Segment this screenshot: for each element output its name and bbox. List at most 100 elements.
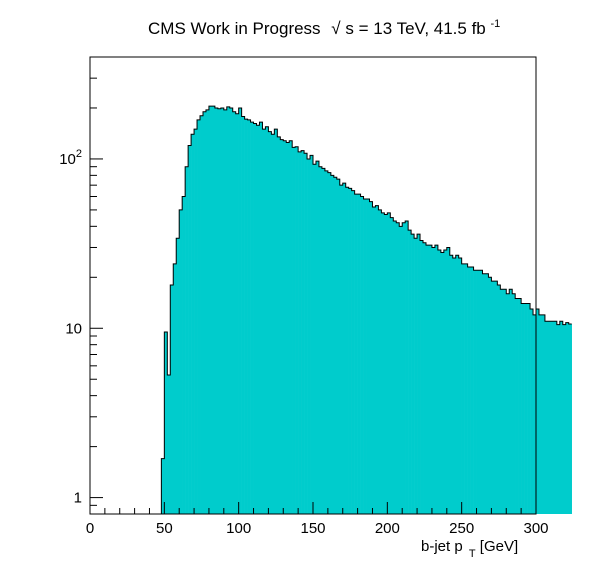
chart-title-sqrt-symbol: √ — [331, 19, 341, 38]
histogram-bin — [325, 171, 328, 514]
chart-title-sqrt-arg: s — [345, 19, 354, 38]
histogram-bin — [248, 120, 251, 514]
histogram-bin — [352, 191, 355, 514]
histogram-bin — [527, 304, 530, 514]
histogram-bin — [191, 134, 194, 514]
histogram-bars — [161, 106, 572, 514]
histogram-bin — [545, 321, 548, 514]
histogram-bin — [343, 183, 346, 514]
histogram-bin — [176, 238, 179, 514]
histogram-bin — [563, 325, 566, 514]
histogram-bin — [465, 264, 468, 514]
histogram-bin — [218, 109, 221, 514]
chart-title: CMS Work in Progress √ s = 13 TeV, 41.5 … — [148, 18, 500, 38]
histogram-bin — [203, 112, 206, 514]
histogram-bin — [313, 164, 316, 514]
histogram-bin — [548, 321, 551, 514]
histogram-bin — [405, 221, 408, 514]
histogram-bin — [530, 309, 533, 514]
histogram-bin — [212, 106, 215, 514]
y-tick-label: 102 — [59, 148, 82, 168]
histogram-bin — [560, 321, 563, 514]
histogram-bin — [456, 255, 459, 514]
y-tick-label: 1 — [74, 490, 82, 507]
histogram-bin — [381, 213, 384, 514]
chart-title-energy: = 13 TeV, 41.5 fb — [359, 19, 486, 38]
histogram-bin — [361, 197, 364, 514]
histogram-bin — [554, 321, 557, 514]
histogram-bin — [268, 132, 271, 514]
histogram-bin — [179, 210, 182, 514]
x-tick-label: 150 — [300, 520, 325, 537]
histogram-bin — [304, 153, 307, 514]
x-tick-label: 300 — [523, 520, 548, 537]
histogram-bin — [349, 188, 352, 514]
histogram-bin — [569, 324, 572, 514]
histogram-bin — [524, 304, 527, 514]
histogram-bin — [310, 155, 313, 514]
x-tick-label: 250 — [449, 520, 474, 537]
histogram-bin — [518, 298, 521, 514]
y-tick-label: 10 — [65, 320, 82, 337]
histogram-bin — [426, 245, 429, 514]
histogram-bin — [459, 258, 462, 514]
histogram-bin — [390, 218, 393, 514]
histogram-bin — [262, 129, 265, 514]
histogram-bin — [259, 122, 262, 514]
histogram-bin — [167, 375, 170, 514]
histogram-bin — [411, 234, 414, 514]
histogram-bin — [408, 230, 411, 514]
histogram-bin — [417, 234, 420, 514]
histogram-bin — [307, 159, 310, 514]
histogram-bin — [503, 289, 506, 514]
histogram-bin — [185, 167, 188, 514]
histogram-bin — [491, 281, 494, 514]
histogram-bin — [334, 177, 337, 514]
histogram-bin — [453, 258, 456, 514]
histogram-bin — [485, 274, 488, 514]
histogram-bin — [215, 108, 218, 514]
histogram-bin — [346, 187, 349, 514]
histogram-bin — [500, 289, 503, 514]
histogram-bin — [566, 323, 569, 514]
histogram-bin — [471, 267, 474, 514]
x-tick-label: 50 — [156, 520, 173, 537]
histogram-bin — [414, 238, 417, 514]
x-tick-label: 200 — [375, 520, 400, 537]
histogram-bin — [242, 117, 245, 514]
histogram-bin — [355, 194, 358, 514]
histogram-bin — [402, 223, 405, 514]
chart-title-experiment: CMS Work in Progress — [148, 19, 321, 38]
histogram-bin — [286, 143, 289, 514]
histogram-bin — [551, 321, 554, 514]
histogram-bin — [173, 264, 176, 514]
x-tick-label: 0 — [86, 520, 94, 537]
x-tick-label: 100 — [226, 520, 251, 537]
histogram-bin — [322, 168, 325, 514]
histogram-bin — [393, 221, 396, 514]
histogram-bin — [450, 255, 453, 514]
histogram-bin — [441, 253, 444, 514]
histogram-bin — [233, 112, 236, 514]
histogram-bin — [227, 107, 230, 514]
histogram-bin — [509, 289, 512, 514]
histogram-bin — [274, 129, 277, 514]
histogram-bin — [292, 147, 295, 514]
histogram-bin — [265, 127, 268, 514]
histogram-bin — [271, 134, 274, 514]
histogram-bin — [497, 285, 500, 514]
histogram-bin — [512, 294, 515, 514]
histogram-bin — [257, 125, 260, 514]
histogram-bin — [239, 108, 242, 514]
histogram-bin — [340, 185, 343, 514]
histogram-bin — [358, 194, 361, 514]
histogram-bin — [542, 315, 545, 514]
histogram-bin — [444, 250, 447, 514]
histogram-bin — [420, 240, 423, 514]
histogram-bin — [209, 106, 212, 514]
x-axis-label-unit: [GeV] — [480, 538, 518, 555]
histogram-bin — [482, 274, 485, 514]
histogram-bin — [194, 129, 197, 514]
x-axis-label-subscript: T — [469, 548, 476, 560]
